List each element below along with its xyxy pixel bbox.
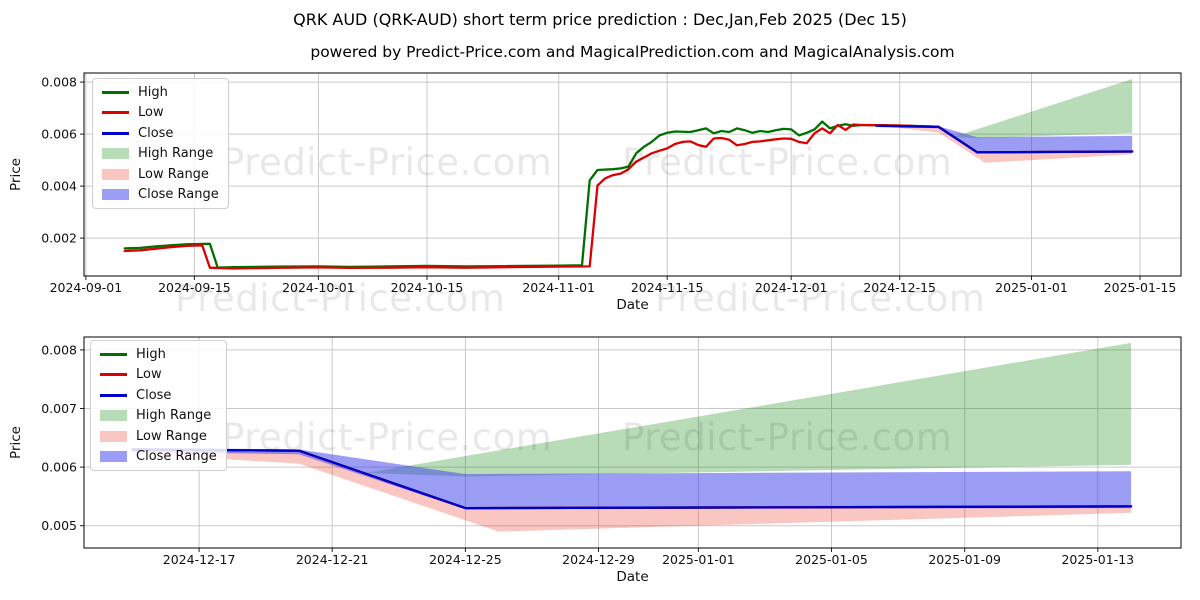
y-tick-label: 0.004 xyxy=(41,179,77,194)
legend-line-swatch xyxy=(100,352,127,356)
x-tick-label: 2025-01-01 xyxy=(662,552,735,567)
legend-item: High Range xyxy=(102,144,219,165)
x-tick-label: 2025-01-15 xyxy=(1104,280,1177,295)
x-tick-label: 2024-10-15 xyxy=(391,280,464,295)
x-axis-label: Date xyxy=(616,569,648,585)
y-axis-label: Price xyxy=(8,426,24,459)
x-tick-label: 2024-11-01 xyxy=(522,280,595,295)
legend-label: High xyxy=(136,346,166,362)
x-tick-label: 2024-12-01 xyxy=(755,280,828,295)
y-axis-label: Price xyxy=(8,158,24,191)
x-tick-label: 2024-09-01 xyxy=(50,280,123,295)
legend-item: Low xyxy=(102,103,219,124)
legend-item: Low Range xyxy=(100,426,217,447)
close-range-band xyxy=(899,125,1133,153)
plot-border xyxy=(83,336,1182,549)
low-line xyxy=(123,123,1134,270)
legend-label: Low Range xyxy=(136,428,207,444)
legend-band-swatch xyxy=(100,410,127,422)
legend-label: Low xyxy=(136,367,162,383)
x-tick-label: 2025-01-01 xyxy=(995,280,1068,295)
legend-band-swatch xyxy=(100,430,127,442)
x-tick-label: 2024-11-15 xyxy=(631,280,704,295)
figure-title: QRK AUD (QRK-AUD) short term price predi… xyxy=(293,10,907,29)
close-line xyxy=(875,124,1134,154)
x-tick-label: 2024-12-29 xyxy=(562,552,635,567)
figure-subtitle: powered by Predict-Price.com and Magical… xyxy=(310,43,955,61)
close-range-band xyxy=(132,447,1132,510)
legend-item: Close xyxy=(102,123,219,144)
legend-item: Close Range xyxy=(102,185,219,206)
legend-band-swatch xyxy=(102,148,129,160)
legend-line-swatch xyxy=(102,90,129,94)
watermark-text: Predict-Price.com xyxy=(622,416,953,459)
watermark-text: Predict-Price.com xyxy=(175,277,506,320)
legend-item: Low Range xyxy=(102,164,219,185)
top-chart: 2024-09-01 2024-09-15 2024-10-01 2024-10-15… xyxy=(8,72,1182,313)
legend-item: High xyxy=(102,82,219,103)
low-range-band xyxy=(899,126,1133,163)
x-tick-label: 2025-01-05 xyxy=(795,552,868,567)
y-tick-label: 0.005 xyxy=(41,518,77,533)
low-range-band xyxy=(132,450,1132,532)
watermark-text: Predict-Price.com xyxy=(222,416,553,459)
legend-label: Low Range xyxy=(138,166,209,182)
legend-line-swatch xyxy=(100,373,127,377)
x-axis-label: Date xyxy=(616,297,648,313)
legend-label: Close xyxy=(136,387,172,403)
x-tick-label: 2025-01-09 xyxy=(928,552,1001,567)
top-chart-legend: High Low Close High Range Low Range Close Ran… xyxy=(92,78,229,209)
legend-label: Close xyxy=(138,125,174,141)
y-tick-label: 0.002 xyxy=(41,231,77,246)
x-tick-label: 2025-01-13 xyxy=(1061,552,1134,567)
plot-border xyxy=(83,72,1182,277)
legend-label: Low xyxy=(138,105,164,121)
legend-band-swatch xyxy=(102,168,129,180)
bottom-chart-legend: High Low Close High Range Low Range Close Ran… xyxy=(90,340,227,471)
y-tick-label: 0.007 xyxy=(41,401,77,416)
x-tick-label: 2024-12-15 xyxy=(863,280,936,295)
x-tick-label: 2024-12-17 xyxy=(163,552,236,567)
high-range-band xyxy=(365,342,1132,477)
y-tick-label: 0.006 xyxy=(41,460,77,475)
legend-label: Close Range xyxy=(136,449,217,465)
y-tick-label: 0.008 xyxy=(41,75,77,90)
x-tick-label: 2024-12-21 xyxy=(296,552,369,567)
legend-line-swatch xyxy=(102,131,129,135)
legend-item: Close Range xyxy=(100,447,217,468)
x-tick-label: 2024-09-15 xyxy=(158,280,231,295)
watermark-text: Predict-Price.com xyxy=(655,277,986,320)
legend-line-swatch xyxy=(100,393,127,397)
watermark-text: Predict-Price.com xyxy=(622,141,953,184)
legend-item: High Range xyxy=(100,406,217,427)
x-tick-label: 2024-12-25 xyxy=(429,552,502,567)
legend-label: High Range xyxy=(138,146,214,162)
bottom-chart: 2024-12-17 2024-12-21 2024-12-25 2024-12-29… xyxy=(8,336,1182,585)
y-tick-label: 0.006 xyxy=(41,127,77,142)
legend-band-swatch xyxy=(102,189,129,201)
legend-band-swatch xyxy=(100,451,127,463)
legend-label: High Range xyxy=(136,408,212,424)
high-range-band xyxy=(954,79,1133,139)
legend-label: High xyxy=(138,84,168,100)
legend-line-swatch xyxy=(102,111,129,115)
legend-item: Low xyxy=(100,365,217,386)
x-tick-label: 2024-10-01 xyxy=(282,280,355,295)
legend-label: Close Range xyxy=(138,187,219,203)
legend-item: Close xyxy=(100,385,217,406)
legend-item: High xyxy=(100,344,217,365)
watermark-text: Predict-Price.com xyxy=(222,141,553,184)
y-tick-label: 0.008 xyxy=(41,342,77,357)
